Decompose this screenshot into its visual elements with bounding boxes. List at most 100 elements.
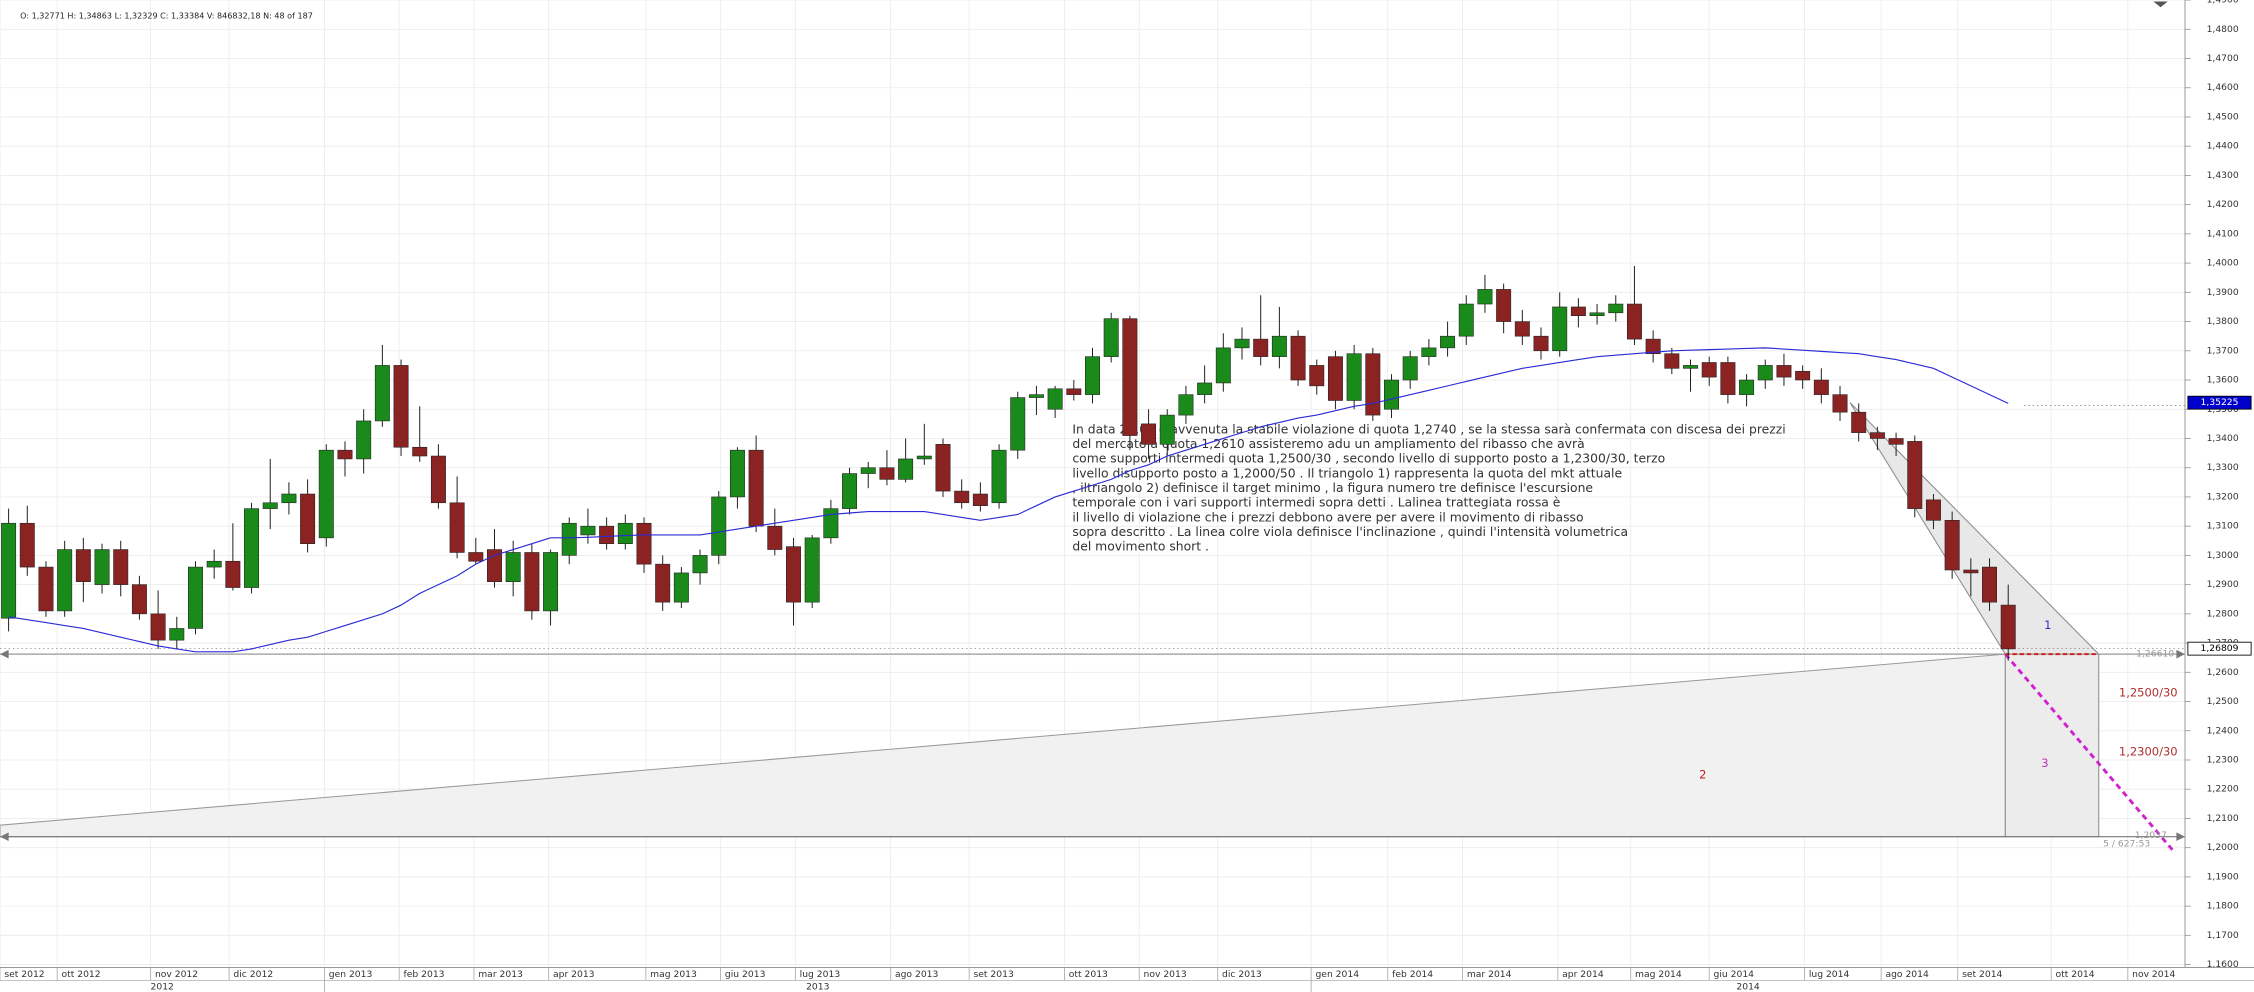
candle-body [1739,379,1755,395]
candle-body [898,458,914,480]
price-label-box [2187,641,2252,656]
candle-body [1851,411,1867,433]
candle-body [1066,388,1082,395]
candle-body [393,365,409,448]
candle-body [1215,347,1231,384]
candle-body [1477,289,1493,305]
candle-body [2000,604,2016,650]
note-line: livello disupporto posto a 1,2000/50 . I… [1072,466,1622,480]
candle-body [1664,353,1680,369]
candle-body [1869,432,1885,439]
candle-body [972,493,988,506]
annotation: 5 / 627:53 [2103,838,2150,849]
candle-body [1963,569,1979,574]
candle-body [1197,382,1213,395]
candle-body [1701,362,1717,378]
candle-body [860,467,876,474]
note-line: del mercato a quota 1,2610 assisteremo a… [1072,437,1584,451]
candle-body [1832,394,1848,413]
x-tick-label: mag 2014 [1635,969,1682,980]
candle-body [1720,362,1736,395]
annotation: 1,2037 [2135,830,2167,841]
candle-body [748,449,764,527]
x-tick-label: set 2013 [973,969,1013,980]
candle-body [1626,303,1642,340]
note-line: del movimento short . [1072,540,1209,554]
y-tick-label: 1,1900 [2207,871,2239,882]
candle-body [1402,356,1418,381]
candle-body [692,555,708,574]
candle-body [673,572,689,603]
candle-body [1776,365,1792,378]
y-tick-label: 1,2900 [2207,579,2239,590]
candle-body [262,502,278,509]
collapse-icon [2153,1,2168,8]
candle-body [1253,338,1269,357]
moving-average [8,347,2009,653]
candle-body [916,455,932,460]
note-line: In data 25.09 è avvenuta la stabile viol… [1072,422,1785,436]
candle-body [38,566,54,612]
y-tick-label: 1,4500 [2207,111,2239,122]
candle-body [1290,335,1306,381]
y-tick-label: 1,4900 [2207,0,2239,6]
x-axis-panel [0,967,2254,992]
candle-body [1047,388,1063,410]
candle-body [94,549,110,585]
y-tick-label: 1,2600 [2207,667,2239,678]
annotation: 3 [2041,756,2048,770]
price-label: 1,26809 [2201,643,2239,654]
candle-body [1589,312,1605,317]
y-tick-label: 1,1700 [2207,930,2239,941]
candle-body [1533,335,1549,352]
candle-body [1421,347,1437,357]
price-label: 1,35225 [2201,397,2239,408]
candle-body [655,563,671,603]
candle-body [823,508,839,539]
candle-body [300,493,316,544]
x-tick-label: ago 2013 [895,969,939,980]
candle-body [1141,423,1157,445]
candle-body [842,473,858,509]
candle-body [711,496,727,556]
y-tick-label: 1,3300 [2207,462,2239,473]
header: O: 1,32771 H: 1,34863 L: 1,32329 C: 1,33… [20,11,313,20]
candle-body [281,493,297,504]
candle-body [1907,441,1923,509]
arrow [2176,832,2185,841]
year-label: 2013 [806,981,830,992]
y-tick-label: 1,4400 [2207,141,2239,152]
year-label: 2012 [151,981,174,992]
candle-body [1645,338,1661,355]
y-tick-label: 1,4700 [2207,53,2239,64]
candle-body [617,522,633,544]
annotation: 1,26610 [2136,649,2174,660]
x-tick-label: apr 2013 [553,969,595,980]
candle-body [225,560,241,588]
y-tick-label: 1,1600 [2207,959,2239,970]
y-tick-label: 1,3000 [2207,550,2239,561]
note-line: come supporti intermedi quota 1,2500/30 … [1072,452,1665,466]
x-tick-label: nov 2014 [2132,969,2175,980]
candle-body [1384,379,1399,410]
candle-body [1346,353,1362,401]
candle-body [1813,379,1829,395]
candle-body [1234,338,1250,349]
candle-body [767,525,783,550]
x-tick-label: ago 2014 [1885,969,1929,980]
x-tick-label: gen 2013 [329,969,373,980]
note-line: , iltriangolo 2) definisce il target min… [1072,481,1593,495]
y-tick-label: 1,4000 [2207,258,2239,269]
y-tick-label: 1,2500 [2207,696,2239,707]
y-tick-label: 1,2000 [2207,842,2239,853]
x-tick-label: ott 2014 [2056,969,2095,980]
annotation: 1,2500/30 [2119,685,2178,699]
y-tick-label: 1,3900 [2207,287,2239,298]
candle-body [505,552,521,582]
annotation: 1 [2044,618,2051,632]
x-tick-label: dic 2012 [233,969,273,980]
candle-body [1683,365,1698,369]
candle-body [1944,520,1960,571]
candle-body [1103,318,1119,357]
y-tick-label: 1,2800 [2207,608,2239,619]
